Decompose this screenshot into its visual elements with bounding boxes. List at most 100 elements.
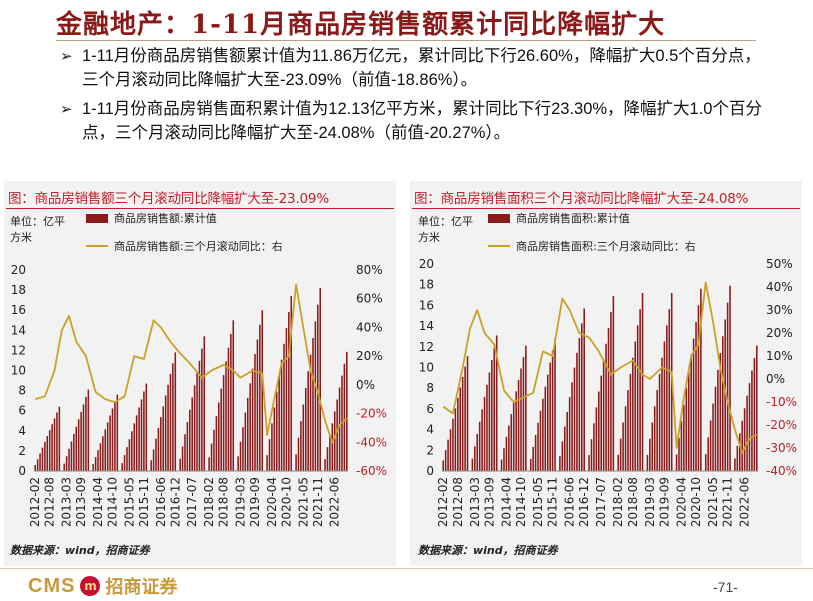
bullet-list: ➢ 1-11月份商品房销售额累计值为11.86万亿元，累计同比下行26.60%，… (58, 44, 764, 150)
bar (483, 397, 486, 471)
bar (259, 324, 261, 471)
bar (128, 439, 131, 471)
x-tick-label: 2014-10 (106, 477, 120, 527)
bar (632, 357, 634, 471)
bar (449, 429, 452, 471)
bar (537, 422, 539, 471)
bar (152, 449, 155, 471)
bar (304, 387, 307, 471)
bar (208, 457, 210, 471)
bar (317, 304, 319, 471)
bar (193, 385, 196, 471)
bar (186, 422, 189, 471)
y-tick-label: 8 (18, 384, 26, 398)
bar (629, 373, 632, 471)
bar (563, 426, 566, 471)
bar (457, 397, 459, 471)
x-tick-label: 2021-05 (296, 477, 310, 527)
sales-area-chart: 商品房销售面积:累计值商品房销售面积:三个月滚动同比：右单位：亿平方米20181… (418, 211, 797, 527)
bar (607, 327, 610, 471)
bar (48, 430, 51, 471)
bar (663, 341, 666, 471)
y-tick-label: 0 (18, 464, 26, 478)
bar (278, 375, 280, 471)
bar (493, 347, 496, 471)
brand-chinese: 招商证券 (105, 577, 178, 598)
bar (559, 456, 561, 471)
bar (53, 418, 56, 471)
bar (56, 412, 58, 471)
bar (627, 390, 629, 471)
bar (273, 407, 276, 471)
bar (447, 439, 449, 471)
y-tick-label: 20 (11, 263, 26, 277)
x-tick-label: 2019-03 (643, 477, 657, 527)
bar (44, 441, 46, 471)
y2-tick-label: 10% (766, 349, 793, 363)
bar (573, 367, 576, 471)
bar (123, 455, 126, 471)
bar (721, 336, 724, 471)
bar (675, 454, 678, 471)
bar (578, 338, 581, 471)
bar (566, 411, 568, 471)
bar (697, 305, 700, 471)
bar (685, 388, 688, 471)
y2-tick-label: 20% (766, 326, 793, 340)
bar (295, 454, 297, 471)
bar (174, 352, 177, 471)
bar (63, 463, 65, 471)
y-tick-label: 18 (419, 278, 434, 292)
sales-value-chart-panel: 图：商品房销售额三个月滚动同比降幅扩大至-23.09% 商品房销售额:累计值 商品… (4, 181, 396, 566)
arrow-bullet-icon: ➢ (60, 48, 73, 65)
bar (510, 414, 513, 471)
unit-label: 单位：亿平 (10, 214, 65, 228)
x-tick-label: 2013-09 (74, 477, 88, 527)
y-tick-label: 10 (11, 364, 26, 378)
y2-tick-label: 60% (356, 292, 383, 306)
x-tick-label: 2013-09 (482, 477, 496, 527)
x-tick-label: 2019-03 (234, 477, 248, 527)
bar (622, 422, 624, 471)
bar (97, 450, 99, 471)
x-tick-label: 2016-12 (168, 477, 182, 527)
bar (639, 309, 641, 471)
x-tick-label: 2018-02 (611, 477, 625, 527)
bar (333, 411, 336, 471)
bar (636, 325, 639, 471)
y-tick-label: 20 (419, 257, 434, 271)
bar (150, 460, 152, 471)
bar (111, 408, 114, 471)
bar (338, 387, 341, 471)
bar (157, 427, 160, 471)
bar (169, 373, 172, 471)
y-tick-label: 8 (426, 381, 434, 395)
bar (249, 383, 251, 471)
bar (486, 384, 488, 471)
y-tick-label: 2 (426, 443, 434, 457)
y2-tick-label: 80% (356, 263, 383, 277)
bar (213, 429, 215, 471)
bar (588, 455, 590, 471)
bar (143, 391, 145, 471)
x-tick-label: 2021-11 (311, 477, 325, 527)
bar (634, 341, 637, 471)
legend-swatch-bar (488, 214, 510, 223)
bar (300, 421, 302, 471)
y-tick-label: 4 (18, 424, 26, 438)
page-title: 金融地产：1-11月商品房销售额累计同比降幅扩大 (56, 10, 666, 40)
bar (602, 359, 605, 471)
x-tick-label: 2012-08 (43, 477, 57, 527)
bar (290, 296, 293, 471)
bar (198, 360, 201, 471)
chart-title-divider (6, 208, 394, 209)
y2-tick-label: -20% (766, 418, 797, 432)
bar (590, 439, 593, 471)
bar (68, 448, 70, 471)
bar (517, 379, 520, 471)
y-tick-label: 2 (18, 444, 26, 458)
bar (99, 443, 102, 471)
x-tick-label: 2015-11 (546, 477, 560, 527)
y2-tick-label: 0% (356, 378, 375, 392)
bar (661, 357, 663, 471)
